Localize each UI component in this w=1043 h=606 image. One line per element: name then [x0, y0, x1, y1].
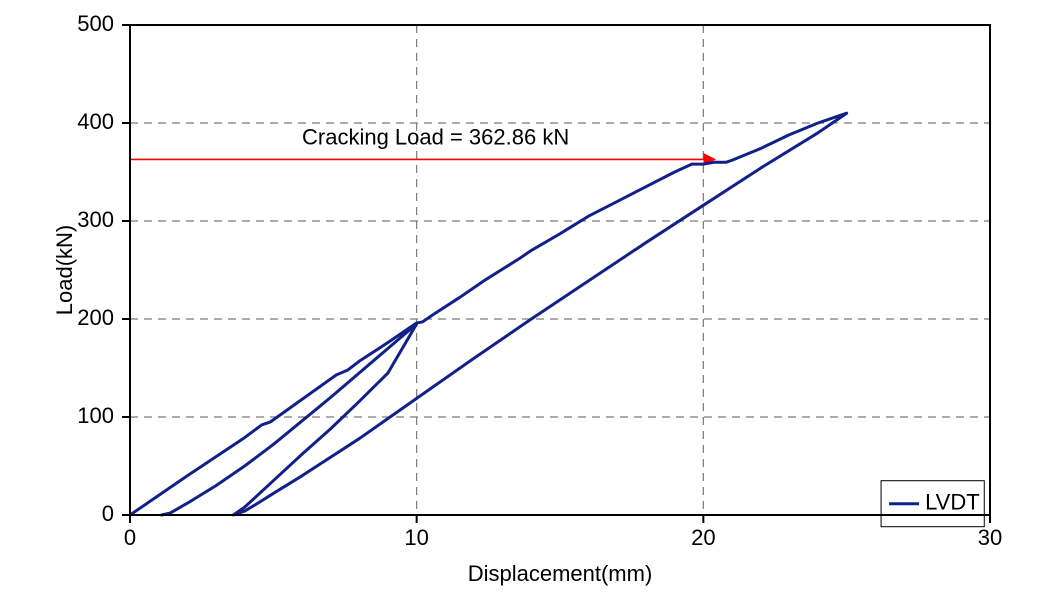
cracking-load-annotation: Cracking Load = 362.86 kN [302, 125, 569, 150]
ytick-label: 400 [77, 109, 114, 134]
chart-svg: LVDT01020300100200300400500Displacement(… [0, 0, 1043, 606]
legend-label: LVDT [925, 490, 980, 515]
xtick-label: 30 [978, 525, 1002, 550]
xtick-label: 10 [404, 525, 428, 550]
x-axis-label: Displacement(mm) [468, 561, 653, 586]
y-axis-label: Load(kN) [52, 225, 77, 315]
ytick-label: 300 [77, 207, 114, 232]
xtick-label: 0 [124, 525, 136, 550]
load-displacement-chart: LVDT01020300100200300400500Displacement(… [0, 0, 1043, 606]
ytick-label: 200 [77, 305, 114, 330]
xtick-label: 20 [691, 525, 715, 550]
plot-background [130, 25, 990, 515]
ytick-label: 100 [77, 403, 114, 428]
ytick-label: 500 [77, 11, 114, 36]
ytick-label: 0 [102, 501, 114, 526]
